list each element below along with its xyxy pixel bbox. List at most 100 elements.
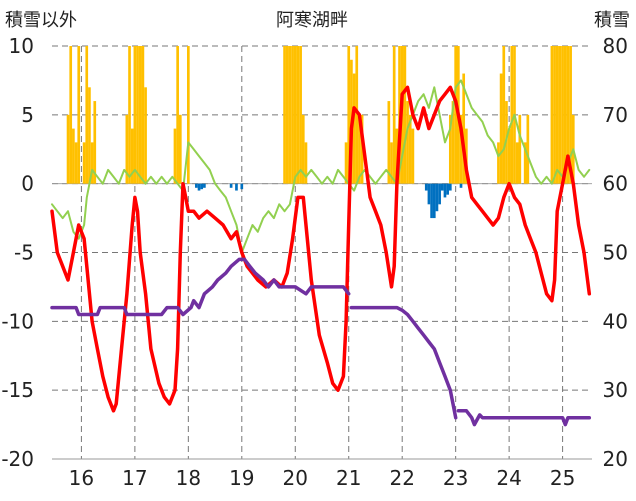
bar [355,46,359,184]
left-tick-label: 0 [21,172,34,196]
bar [459,183,463,188]
bar [285,46,289,184]
bar [435,183,439,212]
bar [558,46,562,184]
bar [518,114,522,184]
bar [427,183,431,205]
bar [424,183,428,191]
bars-group [66,46,575,219]
x-tick-label: 17 [122,466,147,490]
bar [515,142,519,184]
series-line-red [50,85,592,413]
bar [136,46,139,184]
bar [187,46,190,184]
bar [85,46,89,184]
bar [454,46,457,184]
bar [128,46,131,184]
bar [387,101,391,184]
bar [352,73,356,184]
bar [430,183,433,219]
bar [523,142,527,184]
bar [93,101,97,184]
x-tick-label: 21 [336,466,361,490]
bar [408,114,412,184]
bar [499,73,503,184]
left-tick-label: 10 [9,34,34,58]
bar [304,142,308,184]
bar [566,46,570,184]
x-tick-label: 24 [496,466,521,490]
bar [283,46,286,184]
bar [411,128,415,184]
right-tick-label: 80 [603,34,628,58]
x-tick-label: 25 [550,466,575,490]
bar [360,114,364,184]
bar [141,46,145,184]
right-tick-label: 20 [603,447,628,471]
left-tick-label: -20 [1,447,34,471]
right-tick-label: 40 [603,309,628,333]
bar [561,46,564,184]
bar [90,142,94,184]
series-line-purple [50,257,592,427]
bar [448,183,452,191]
bar [403,46,407,184]
bar [293,46,297,184]
bar [432,183,436,219]
x-tick-label: 18 [176,466,201,490]
right-tick-label: 30 [603,378,628,402]
bar [288,46,292,184]
bar [555,46,559,184]
bar [358,114,361,184]
bar [392,46,396,184]
bar [229,183,233,188]
right-tick-label: 60 [603,172,628,196]
bar [291,46,294,184]
bar [195,183,198,188]
bar [197,183,201,191]
bar [235,183,238,191]
bar [406,101,409,184]
bar [296,46,300,184]
bar [563,46,567,184]
bar [448,114,452,184]
right-axis-label: 積雪 [594,10,630,31]
bar [569,46,572,184]
bar [497,142,500,184]
bar [526,114,530,184]
x-tick-label: 20 [283,466,308,490]
right-tick-label: 50 [603,241,628,265]
bar [125,114,129,184]
left-axis-label: 積雪以外 [5,10,77,31]
bar [446,183,449,195]
bar [459,114,463,184]
right-tick-label: 70 [603,103,628,127]
bar [438,183,441,205]
bar [347,46,351,184]
bar [462,73,466,184]
left-tick-label: -15 [1,378,34,402]
bar [240,183,244,190]
series-line-green [51,79,591,254]
bar [553,46,556,184]
bar [510,46,514,184]
bar [144,87,147,184]
bar [69,46,73,184]
bar [443,183,447,198]
bar [451,101,455,184]
bar [82,142,86,184]
left-tick-label: -10 [1,309,34,333]
bar [173,128,177,184]
bar [507,128,511,184]
left-tick-label: 5 [21,103,34,127]
bar [200,183,204,190]
bar [130,128,134,184]
bar [77,46,81,184]
bar [301,114,305,184]
bar [138,46,142,184]
bar [299,46,302,184]
bar [178,114,182,184]
series-lines [50,79,592,427]
